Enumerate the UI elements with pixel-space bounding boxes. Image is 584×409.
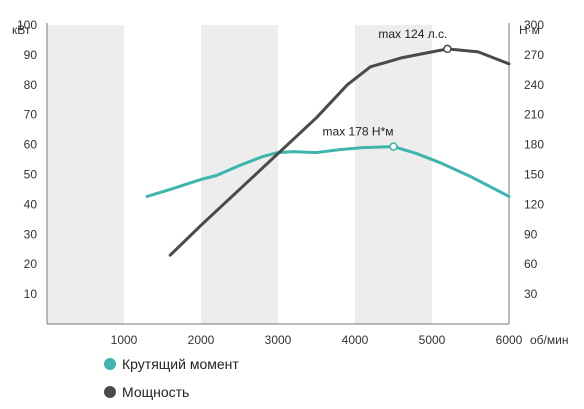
- shaded-band-1: [201, 25, 278, 324]
- y-right-tick-label: 180: [524, 138, 544, 152]
- x-tick-label: 2000: [188, 333, 215, 347]
- y-right-tick-label: 60: [524, 257, 538, 271]
- axes: [46, 23, 510, 325]
- y-right-tick-label: 240: [524, 78, 544, 92]
- torque-max-annotation: max 178 Н*м: [323, 125, 394, 139]
- power-max-marker: [443, 44, 452, 54]
- legend-item-power: Мощность: [104, 384, 189, 400]
- tick-labels: 10 20 30 40 50 60 70 80 90 100 30 60 90 120 150 180 210 2…: [12, 18, 568, 347]
- y-right-tick-label: 150: [524, 168, 544, 182]
- torque-series-line: [145, 145, 511, 198]
- annotations: max 178 Н*м max 124 л.с.: [323, 27, 448, 139]
- y-left-tick-label: 40: [24, 197, 38, 211]
- shaded-band-0: [47, 25, 124, 324]
- y-left-tick-label: 90: [24, 48, 38, 62]
- series-lines: [145, 44, 511, 257]
- x-tick-label: 6000: [496, 333, 523, 347]
- y-left-tick-label: 60: [24, 138, 38, 152]
- torque-legend-marker: [104, 358, 116, 370]
- y-right-tick-label: 300: [524, 18, 544, 32]
- power-series-line: [168, 47, 511, 257]
- x-tick-label: 4000: [342, 333, 369, 347]
- legend-item-torque: Крутящий момент: [104, 356, 239, 372]
- x-tick-label: 5000: [419, 333, 446, 347]
- x-tick-label: 3000: [265, 333, 292, 347]
- y-right-tick-label: 90: [524, 227, 538, 241]
- y-right-tick-label: 30: [524, 287, 538, 301]
- torque-legend-label: Крутящий момент: [122, 356, 239, 372]
- y-left-tick-label: 100: [17, 18, 37, 32]
- torque-max-marker: [389, 142, 398, 151]
- y-left-tick-label: 50: [24, 168, 38, 182]
- y-right-unit-label: Н·м: [519, 23, 540, 37]
- x-tick-label: 1000: [111, 333, 138, 347]
- shaded-bands: [47, 25, 432, 324]
- y-left-tick-label: 80: [24, 78, 38, 92]
- power-legend-marker: [104, 386, 116, 398]
- y-left-unit-label: кВт: [12, 23, 31, 37]
- y-left-tick-label: 20: [24, 257, 38, 271]
- y-left-tick-label: 30: [24, 227, 38, 241]
- y-right-tick-label: 210: [524, 108, 544, 122]
- x-unit-label: об/мин: [530, 333, 568, 347]
- shaded-band-2: [355, 25, 432, 324]
- y-right-tick-label: 270: [524, 48, 544, 62]
- power-max-annotation: max 124 л.с.: [378, 27, 447, 41]
- power-legend-label: Мощность: [122, 384, 190, 400]
- y-left-tick-label: 10: [24, 287, 38, 301]
- y-left-tick-label: 70: [24, 108, 38, 122]
- y-right-tick-label: 120: [524, 197, 544, 211]
